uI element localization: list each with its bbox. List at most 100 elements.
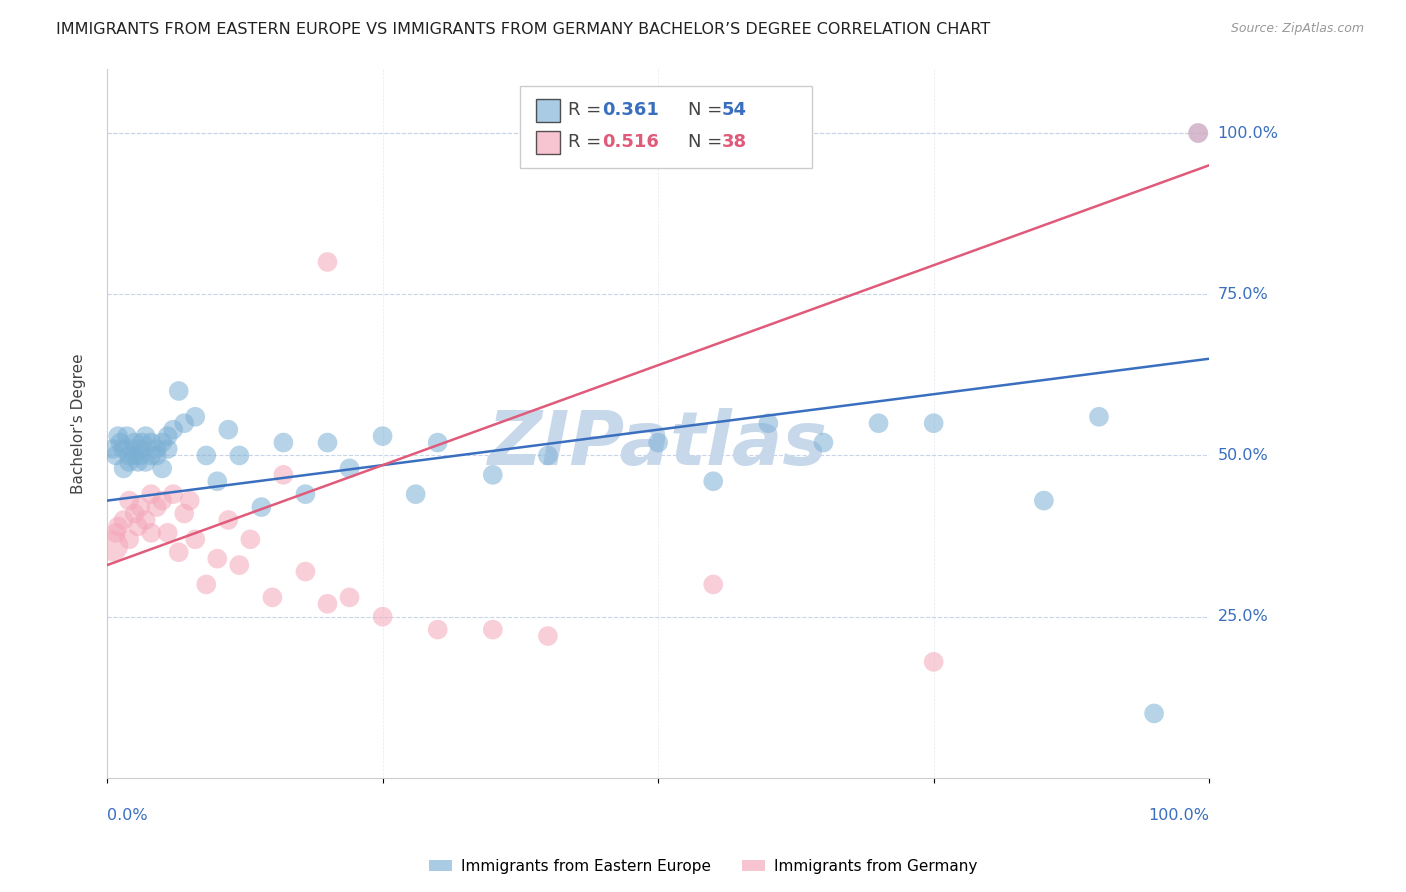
Point	[124, 435, 146, 450]
Point	[179, 493, 201, 508]
Text: N =: N =	[688, 133, 728, 152]
Point	[217, 513, 239, 527]
Point	[118, 533, 141, 547]
Point	[1032, 493, 1054, 508]
Text: N =: N =	[688, 102, 728, 120]
Text: 100.0%: 100.0%	[1149, 808, 1209, 823]
Text: 25.0%: 25.0%	[1218, 609, 1268, 624]
Point	[112, 513, 135, 527]
Point	[129, 442, 152, 456]
Text: ZIPatlas: ZIPatlas	[488, 408, 828, 481]
Point	[426, 623, 449, 637]
Text: 0.516: 0.516	[602, 133, 659, 152]
Point	[145, 500, 167, 514]
Point	[124, 507, 146, 521]
Point	[112, 461, 135, 475]
Text: 50.0%: 50.0%	[1218, 448, 1268, 463]
Point	[135, 455, 157, 469]
Point	[1143, 706, 1166, 721]
Point	[868, 416, 890, 430]
Point	[537, 449, 560, 463]
Point	[756, 416, 779, 430]
Point	[120, 442, 142, 456]
Point	[150, 435, 173, 450]
Point	[339, 461, 361, 475]
Point	[162, 487, 184, 501]
Point	[1187, 126, 1209, 140]
Point	[1088, 409, 1111, 424]
Point	[184, 533, 207, 547]
Point	[104, 525, 127, 540]
Point	[228, 558, 250, 573]
Point	[228, 449, 250, 463]
Point	[647, 435, 669, 450]
Point	[156, 442, 179, 456]
Point	[141, 525, 163, 540]
Point	[371, 609, 394, 624]
Point	[316, 435, 339, 450]
FancyBboxPatch shape	[520, 87, 813, 168]
Point	[107, 519, 129, 533]
Point	[702, 475, 724, 489]
Point	[316, 597, 339, 611]
Point	[129, 449, 152, 463]
Point	[702, 577, 724, 591]
Text: 38: 38	[723, 133, 747, 152]
Point	[813, 435, 835, 450]
Point	[112, 442, 135, 456]
Point	[239, 533, 262, 547]
Point	[173, 416, 195, 430]
Point	[118, 455, 141, 469]
Point	[217, 423, 239, 437]
Point	[339, 591, 361, 605]
FancyBboxPatch shape	[536, 131, 560, 153]
Text: 0.0%: 0.0%	[107, 808, 148, 823]
Text: 54: 54	[723, 102, 747, 120]
Point	[124, 449, 146, 463]
FancyBboxPatch shape	[536, 99, 560, 121]
Point	[118, 493, 141, 508]
Text: 0.361: 0.361	[602, 102, 659, 120]
Point	[101, 539, 124, 553]
Point	[110, 435, 132, 450]
Point	[156, 429, 179, 443]
Point	[167, 384, 190, 398]
Point	[104, 449, 127, 463]
Legend: Immigrants from Eastern Europe, Immigrants from Germany: Immigrants from Eastern Europe, Immigran…	[423, 853, 983, 880]
Point	[316, 255, 339, 269]
Point	[141, 487, 163, 501]
Point	[173, 507, 195, 521]
Point	[426, 435, 449, 450]
Point	[135, 513, 157, 527]
Point	[141, 449, 163, 463]
Point	[135, 429, 157, 443]
Text: Source: ZipAtlas.com: Source: ZipAtlas.com	[1230, 22, 1364, 36]
Point	[150, 493, 173, 508]
Text: IMMIGRANTS FROM EASTERN EUROPE VS IMMIGRANTS FROM GERMANY BACHELOR’S DEGREE CORR: IMMIGRANTS FROM EASTERN EUROPE VS IMMIGR…	[56, 22, 990, 37]
Point	[273, 467, 295, 482]
Point	[127, 519, 149, 533]
Point	[537, 629, 560, 643]
Text: R =: R =	[568, 133, 607, 152]
Point	[162, 423, 184, 437]
Point	[207, 551, 229, 566]
Point	[273, 435, 295, 450]
Point	[150, 461, 173, 475]
Point	[207, 475, 229, 489]
Point	[167, 545, 190, 559]
Point	[294, 565, 316, 579]
Point	[118, 449, 141, 463]
Point	[184, 409, 207, 424]
Point	[294, 487, 316, 501]
Point	[156, 525, 179, 540]
Text: R =: R =	[568, 102, 607, 120]
Point	[145, 449, 167, 463]
Point	[195, 449, 218, 463]
Point	[262, 591, 284, 605]
Point	[482, 623, 505, 637]
Point	[195, 577, 218, 591]
Point	[405, 487, 427, 501]
Point	[115, 429, 138, 443]
Point	[482, 467, 505, 482]
Point	[107, 429, 129, 443]
